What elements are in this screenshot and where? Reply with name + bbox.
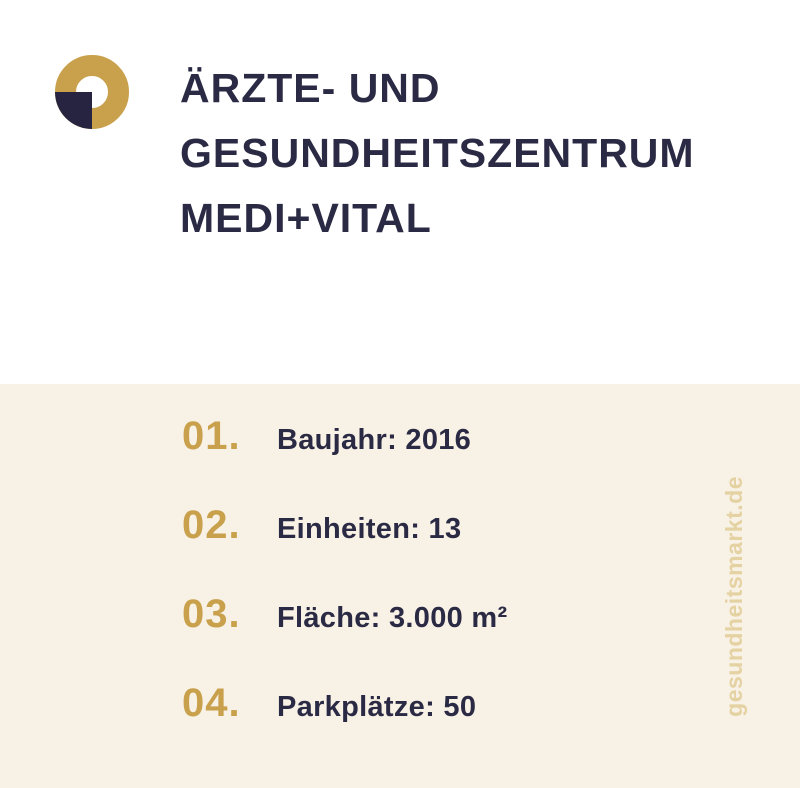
fact-number: 04. [182, 681, 241, 725]
fact-label: Fläche: 3.000 m² [277, 602, 508, 634]
facts-section: 01. Baujahr: 2016 02. Einheiten: 13 03. … [0, 384, 800, 788]
fact-item-einheiten: 02. Einheiten: 13 [182, 503, 507, 547]
fact-label: Baujahr: 2016 [277, 424, 472, 456]
fact-number: 01. [182, 414, 241, 458]
logo-quarter-shape [55, 92, 92, 129]
fact-item-baujahr: 01. Baujahr: 2016 [182, 414, 507, 458]
fact-number: 02. [182, 503, 241, 547]
fact-label: Einheiten: 13 [277, 513, 462, 545]
watermark-text: gesundheitsmarkt.de [721, 476, 747, 717]
fact-list: 01. Baujahr: 2016 02. Einheiten: 13 03. … [182, 414, 507, 770]
fact-item-flaeche: 03. Fläche: 3.000 m² [182, 592, 508, 636]
page-title: ÄRZTE- UND GESUNDHEITSZENTRUM MEDI+VITAL [180, 65, 695, 241]
fact-label: Parkplätze: 50 [277, 691, 477, 723]
fact-item-parkplaetze: 04. Parkplätze: 50 [182, 681, 507, 725]
fact-number: 03. [182, 592, 241, 636]
brand-logo-icon [55, 55, 129, 129]
header-section: ÄRZTE- UND GESUNDHEITSZENTRUM MEDI+VITAL [0, 0, 800, 384]
